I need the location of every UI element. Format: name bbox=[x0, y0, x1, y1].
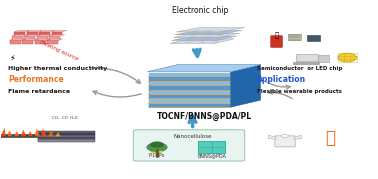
Text: P-LNPs: P-LNPs bbox=[149, 153, 165, 158]
Circle shape bbox=[150, 141, 164, 148]
Polygon shape bbox=[48, 130, 53, 136]
Polygon shape bbox=[147, 103, 231, 107]
FancyBboxPatch shape bbox=[0, 134, 61, 137]
Text: Heating source: Heating source bbox=[39, 39, 79, 62]
FancyBboxPatch shape bbox=[38, 135, 95, 137]
FancyBboxPatch shape bbox=[38, 137, 95, 139]
Polygon shape bbox=[1, 128, 6, 136]
FancyBboxPatch shape bbox=[27, 32, 38, 35]
Text: ⚡: ⚡ bbox=[9, 53, 15, 62]
Polygon shape bbox=[22, 39, 38, 40]
FancyBboxPatch shape bbox=[47, 40, 58, 44]
Polygon shape bbox=[10, 39, 25, 40]
Circle shape bbox=[150, 147, 164, 153]
Polygon shape bbox=[147, 65, 260, 72]
Text: Application: Application bbox=[257, 75, 306, 84]
Text: Electronic chip: Electronic chip bbox=[172, 6, 228, 15]
Polygon shape bbox=[37, 35, 52, 36]
FancyBboxPatch shape bbox=[12, 36, 23, 40]
FancyBboxPatch shape bbox=[35, 40, 45, 44]
Polygon shape bbox=[268, 135, 276, 139]
Circle shape bbox=[338, 53, 356, 62]
FancyBboxPatch shape bbox=[39, 32, 50, 35]
FancyBboxPatch shape bbox=[25, 36, 36, 40]
Text: 📱: 📱 bbox=[274, 32, 279, 38]
Polygon shape bbox=[14, 131, 20, 136]
Polygon shape bbox=[35, 39, 50, 40]
Polygon shape bbox=[25, 35, 40, 36]
Polygon shape bbox=[147, 76, 231, 81]
Text: Higher thermal conductivity: Higher thermal conductivity bbox=[8, 66, 107, 71]
Polygon shape bbox=[147, 65, 260, 72]
Polygon shape bbox=[175, 30, 242, 35]
Polygon shape bbox=[147, 85, 231, 90]
Polygon shape bbox=[147, 94, 231, 98]
Text: CO₂  CO  H₂O: CO₂ CO H₂O bbox=[52, 116, 77, 120]
Polygon shape bbox=[41, 128, 46, 136]
FancyBboxPatch shape bbox=[38, 131, 95, 133]
Polygon shape bbox=[294, 135, 302, 139]
Polygon shape bbox=[12, 35, 28, 36]
FancyBboxPatch shape bbox=[288, 34, 301, 40]
Text: Flexible wearable products: Flexible wearable products bbox=[257, 89, 342, 94]
FancyBboxPatch shape bbox=[49, 36, 60, 40]
Polygon shape bbox=[147, 98, 231, 103]
Circle shape bbox=[153, 153, 157, 154]
FancyBboxPatch shape bbox=[38, 139, 95, 142]
Text: BNNS@PDA: BNNS@PDA bbox=[197, 153, 226, 158]
Polygon shape bbox=[47, 39, 62, 40]
FancyBboxPatch shape bbox=[275, 136, 295, 147]
FancyBboxPatch shape bbox=[271, 36, 282, 47]
Polygon shape bbox=[8, 130, 13, 136]
Polygon shape bbox=[51, 30, 67, 32]
Text: TOCNF/BNNS@PDA/PL: TOCNF/BNNS@PDA/PL bbox=[156, 112, 252, 121]
FancyBboxPatch shape bbox=[318, 55, 329, 62]
FancyBboxPatch shape bbox=[22, 40, 33, 44]
Polygon shape bbox=[21, 130, 26, 136]
Circle shape bbox=[151, 152, 155, 153]
Circle shape bbox=[159, 151, 163, 153]
Polygon shape bbox=[35, 128, 40, 136]
FancyBboxPatch shape bbox=[51, 32, 62, 35]
Polygon shape bbox=[173, 33, 240, 38]
Polygon shape bbox=[28, 131, 33, 136]
Polygon shape bbox=[231, 65, 260, 107]
FancyBboxPatch shape bbox=[10, 40, 21, 44]
Polygon shape bbox=[55, 132, 60, 136]
Polygon shape bbox=[39, 30, 54, 32]
FancyBboxPatch shape bbox=[37, 36, 48, 40]
Circle shape bbox=[282, 134, 288, 138]
Polygon shape bbox=[147, 81, 231, 85]
Circle shape bbox=[146, 142, 167, 152]
Polygon shape bbox=[147, 72, 231, 76]
Polygon shape bbox=[49, 35, 65, 36]
Polygon shape bbox=[176, 28, 245, 32]
FancyBboxPatch shape bbox=[14, 32, 25, 35]
FancyBboxPatch shape bbox=[296, 54, 318, 61]
Polygon shape bbox=[27, 30, 42, 32]
Text: Semiconductor  or LED chip: Semiconductor or LED chip bbox=[257, 66, 342, 71]
FancyBboxPatch shape bbox=[133, 130, 245, 161]
Text: Nanocellulose: Nanocellulose bbox=[174, 134, 212, 139]
Polygon shape bbox=[14, 30, 30, 32]
Polygon shape bbox=[172, 36, 237, 40]
FancyBboxPatch shape bbox=[38, 133, 95, 135]
Polygon shape bbox=[147, 90, 231, 94]
Text: Performance: Performance bbox=[8, 75, 64, 84]
FancyBboxPatch shape bbox=[198, 141, 225, 153]
FancyBboxPatch shape bbox=[307, 35, 320, 41]
Text: 🏃: 🏃 bbox=[325, 129, 335, 147]
Polygon shape bbox=[170, 39, 234, 43]
FancyBboxPatch shape bbox=[293, 62, 319, 64]
Text: Flame retardance: Flame retardance bbox=[8, 89, 70, 94]
